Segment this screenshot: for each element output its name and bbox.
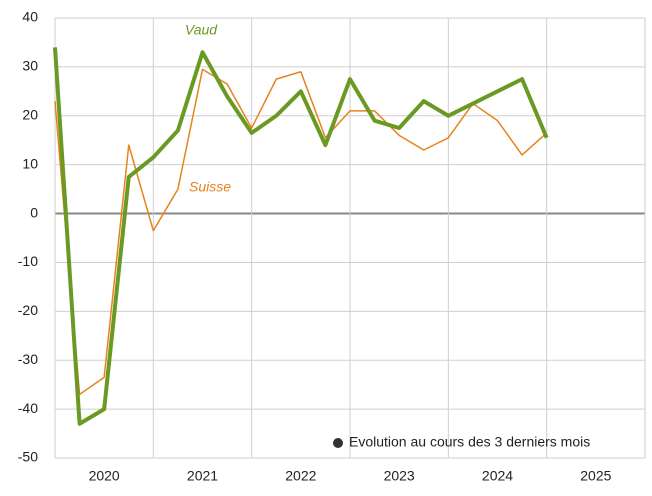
x-tick-label: 2020 (89, 468, 120, 484)
y-tick-label: -40 (18, 400, 38, 416)
series-label: Suisse (189, 179, 231, 195)
legend-text: Evolution au cours des 3 derniers mois (349, 434, 590, 450)
y-tick-label: -30 (18, 351, 38, 367)
x-tick-label: 2025 (580, 468, 611, 484)
legend-dot (333, 438, 343, 448)
series-line (53, 47, 549, 426)
x-tick-label: 2023 (384, 468, 415, 484)
series-line (54, 68, 548, 396)
y-tick-label: -50 (18, 449, 38, 465)
y-tick-label: 10 (22, 155, 38, 171)
y-tick-label: -10 (18, 253, 38, 269)
series-label: Vaud (185, 22, 218, 38)
x-tick-label: 2021 (187, 468, 218, 484)
x-tick-label: 2024 (482, 468, 513, 484)
y-tick-label: -20 (18, 302, 38, 318)
x-tick-label: 2022 (285, 468, 316, 484)
y-tick-label: 0 (30, 204, 38, 220)
y-tick-label: 30 (22, 58, 38, 74)
y-tick-label: 40 (22, 9, 38, 25)
y-tick-label: 20 (22, 106, 38, 122)
